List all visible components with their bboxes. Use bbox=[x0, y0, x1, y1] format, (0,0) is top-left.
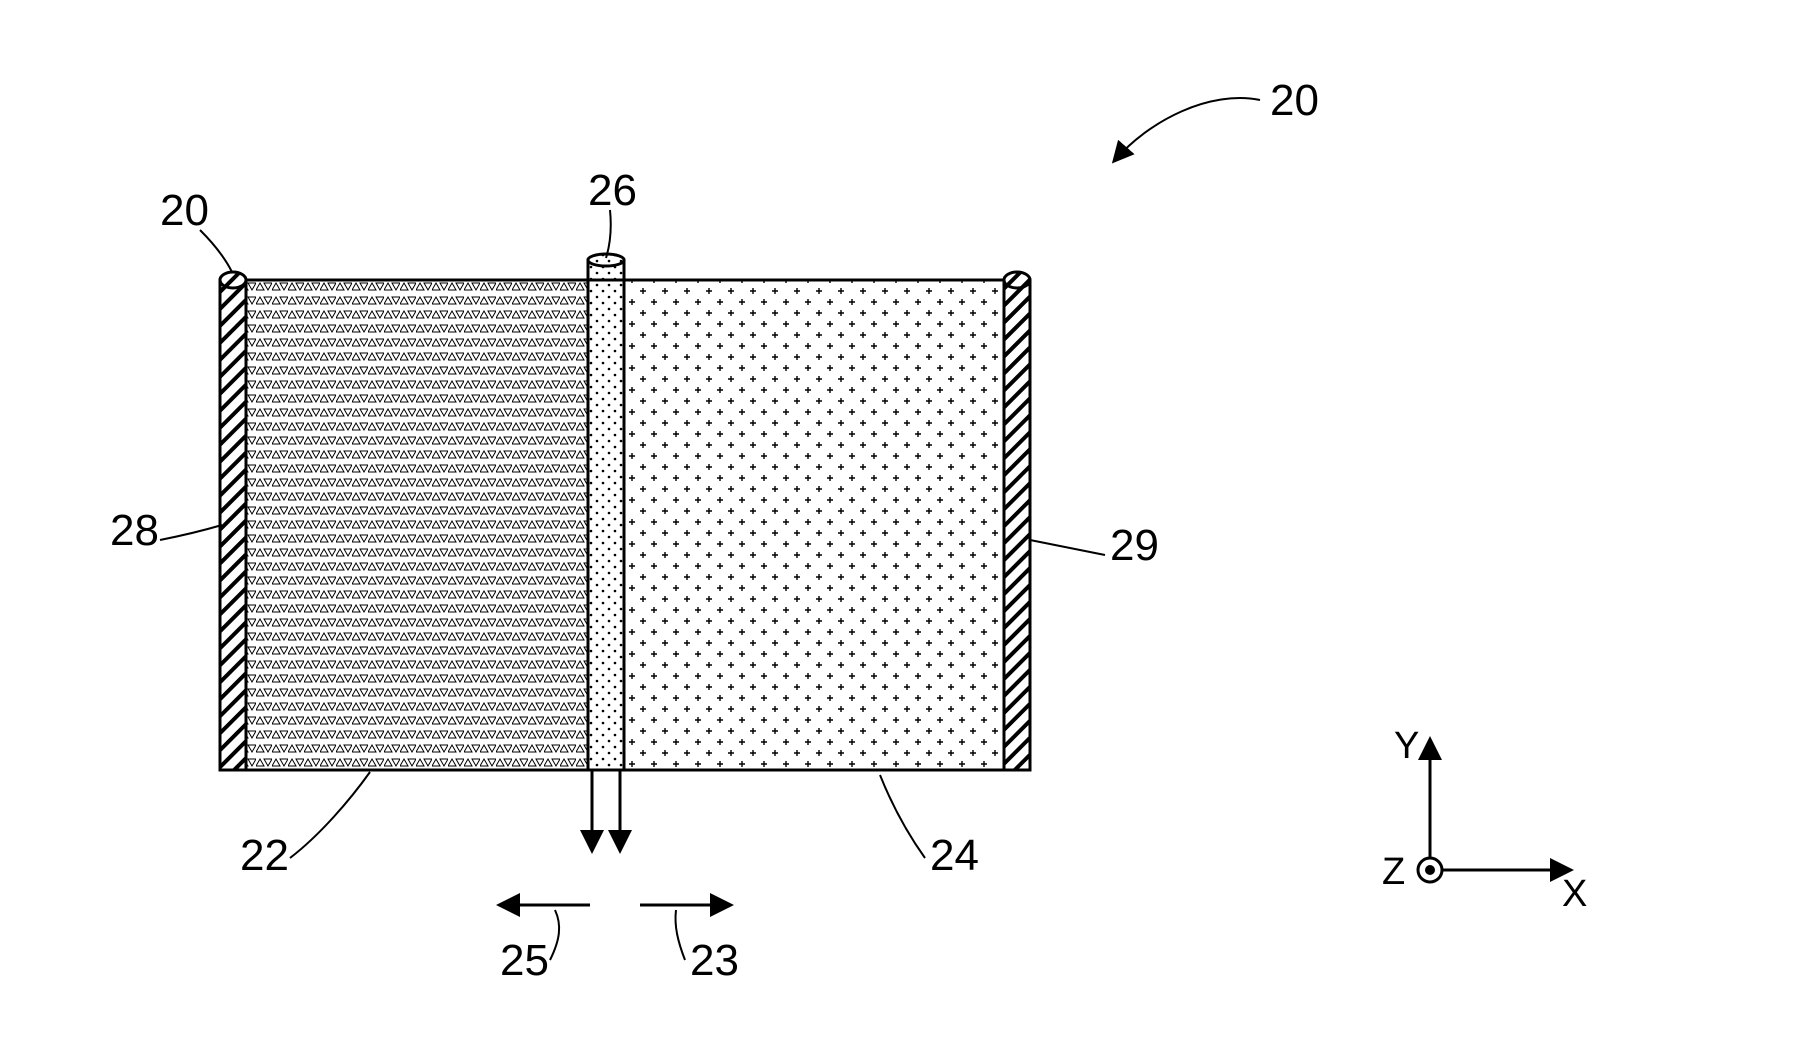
axis-label-z: Z bbox=[1382, 851, 1405, 893]
label-24: 24 bbox=[930, 831, 979, 880]
leader-28 bbox=[160, 525, 222, 540]
leader-22 bbox=[290, 772, 370, 858]
axis-label-y: Y bbox=[1394, 725, 1419, 767]
label-23: 23 bbox=[690, 936, 739, 985]
leader-20 bbox=[200, 230, 232, 272]
leader-title-20 bbox=[1115, 98, 1260, 160]
region-24 bbox=[624, 280, 1004, 770]
label-28: 28 bbox=[110, 506, 159, 555]
leader-25 bbox=[550, 910, 559, 960]
leader-24 bbox=[880, 775, 925, 858]
leader-23 bbox=[675, 910, 685, 960]
label-22: 22 bbox=[240, 831, 289, 880]
separator-26 bbox=[588, 254, 624, 770]
region-22 bbox=[246, 280, 588, 770]
label-26: 26 bbox=[588, 166, 637, 215]
axis-label-x: X bbox=[1562, 873, 1587, 915]
collector-29 bbox=[1004, 272, 1030, 770]
leader-26 bbox=[606, 210, 611, 258]
label-25: 25 bbox=[500, 936, 549, 985]
label-20: 20 bbox=[160, 186, 209, 235]
collector-28 bbox=[220, 272, 246, 770]
leader-29 bbox=[1030, 540, 1105, 555]
label-20-title: 20 bbox=[1270, 76, 1319, 125]
axes bbox=[1418, 740, 1570, 882]
label-29: 29 bbox=[1110, 521, 1159, 570]
